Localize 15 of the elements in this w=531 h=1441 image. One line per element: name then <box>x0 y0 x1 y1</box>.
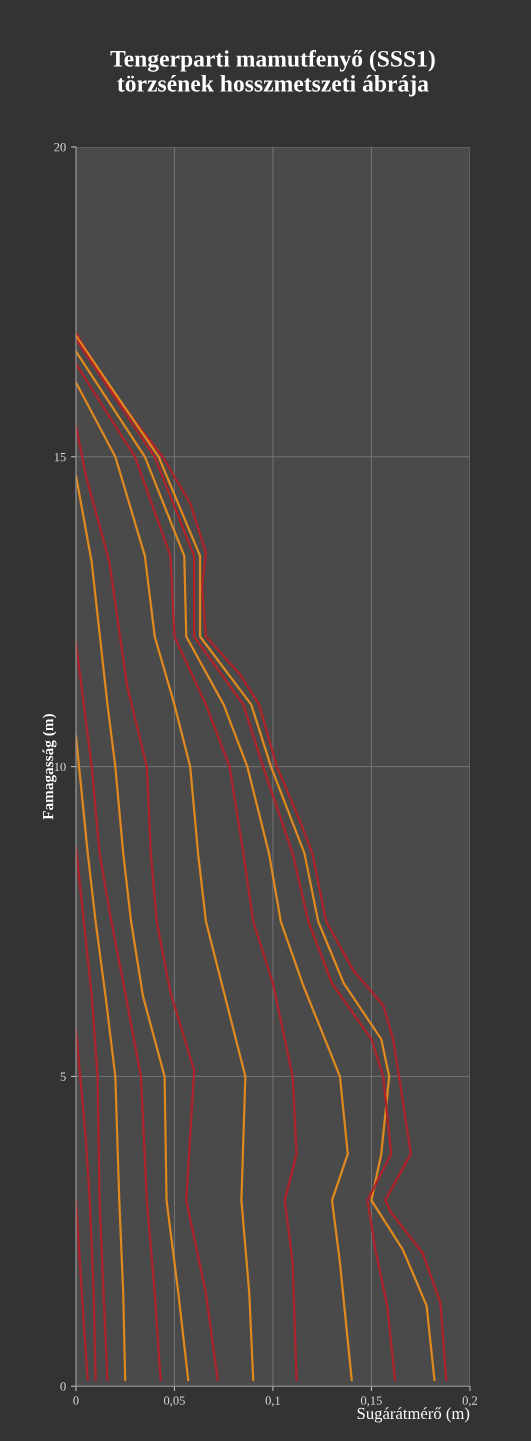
x-tick-label: 0,1 <box>265 1396 280 1407</box>
y-tick-label: 10 <box>54 762 66 772</box>
line-series <box>75 362 298 1382</box>
x-tick-label: 0 <box>73 1396 79 1405</box>
x-tick-label: 0,05 <box>163 1396 185 1407</box>
y-tick-label: 15 <box>54 452 66 462</box>
chart-title: Tengerparti mamutfenyő (SSS1) törzsének hosszmetszeti ábrája <box>110 49 435 97</box>
y-tick-label: 0 <box>60 1382 66 1391</box>
x-tick-label: 0,2 <box>462 1396 478 1407</box>
y-tick-label: 20 <box>54 143 66 152</box>
x-tick-label: 0,15 <box>360 1396 382 1407</box>
y-tick-label: 5 <box>60 1072 66 1081</box>
x-axis-title: Sugárátmérő (m) <box>357 1407 470 1423</box>
y-axis-title: Famagasság (m) <box>42 714 57 820</box>
line-series <box>75 381 255 1382</box>
